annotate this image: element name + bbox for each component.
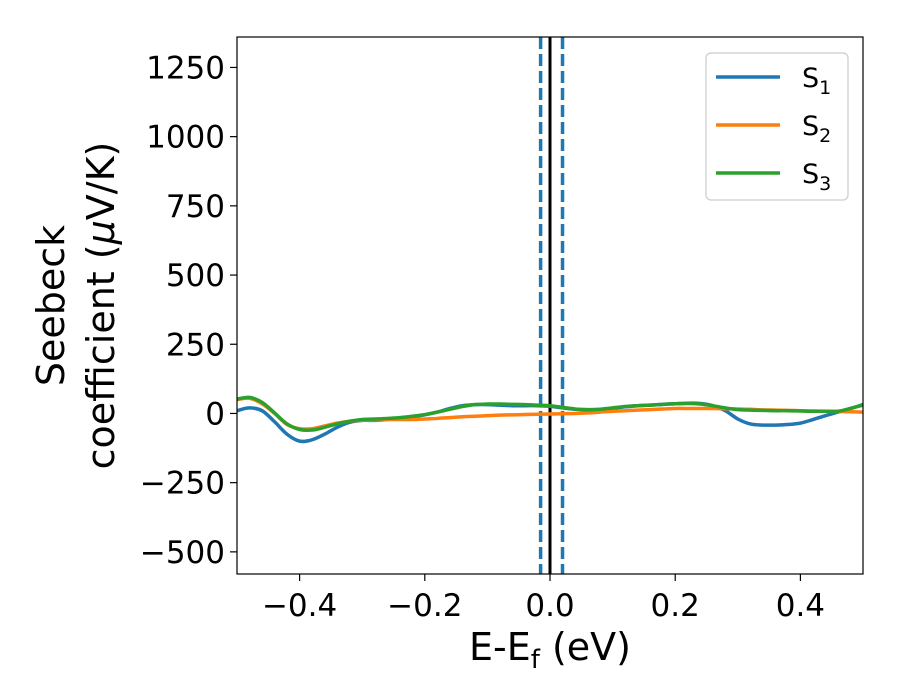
y-axis-ticks: −500 −250 0 250 500 750 1000 1250 <box>140 50 237 571</box>
y-tick-label: 500 <box>166 258 225 294</box>
y-axis-label-line2: coefficient (μV/K) <box>79 142 123 470</box>
x-axis-ticks: −0.4 −0.2 0.0 0.2 0.4 <box>262 574 825 624</box>
x-tick-label: 0.0 <box>525 588 574 624</box>
y-tick-label: −250 <box>140 466 225 502</box>
legend-label-s2: S2 <box>802 111 831 147</box>
x-tick-label: 0.2 <box>651 588 700 624</box>
y-axis-label-line1: Seebeck <box>29 225 73 386</box>
legend: S1 S2 S3 <box>705 52 849 201</box>
x-tick-label: −0.2 <box>387 588 462 624</box>
y-tick-label: 1250 <box>146 50 225 86</box>
x-tick-label: 0.4 <box>776 588 825 624</box>
y-axis-label: Seebeck coefficient (μV/K) <box>29 142 123 470</box>
series-line-s3 <box>237 395 863 433</box>
reference-lines <box>538 37 565 574</box>
y-tick-label: 1000 <box>146 120 225 156</box>
x-axis-label: E-Ef (eV) <box>469 625 631 675</box>
x-tick-label: −0.4 <box>262 588 337 624</box>
legend-label-s1: S1 <box>802 63 831 99</box>
y-tick-label: 0 <box>205 396 225 432</box>
y-tick-label: 250 <box>166 327 225 363</box>
y-tick-label: −500 <box>140 535 225 571</box>
legend-label-s3: S3 <box>802 159 831 195</box>
y-tick-label: 750 <box>166 189 225 225</box>
series-group <box>237 395 863 444</box>
